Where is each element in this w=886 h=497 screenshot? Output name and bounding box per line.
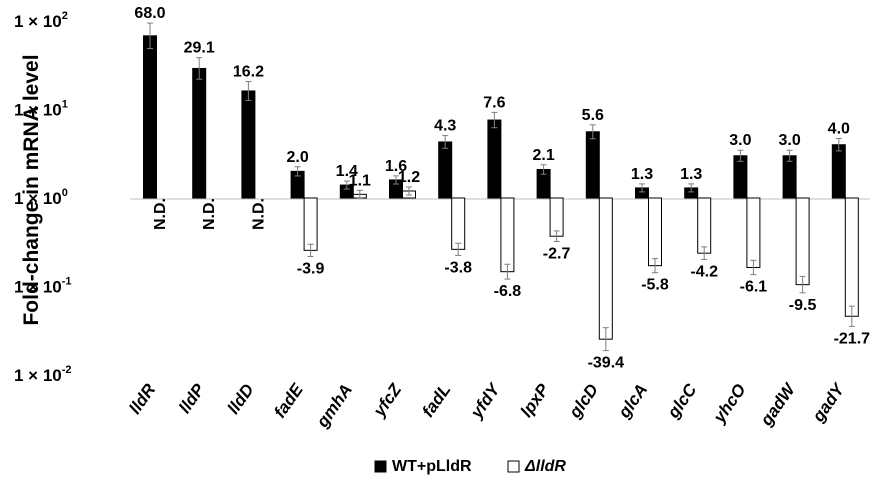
data-label: -6.1 [740,279,768,296]
data-label: -5.8 [641,277,669,294]
data-label: 2.1 [532,147,554,164]
legend: WT+pLldR ΔlldR [374,458,566,475]
legend-label-dlldr: ΔlldR [524,458,566,475]
data-label: 1.6 [385,158,407,175]
data-label: 7.6 [483,94,505,111]
bar-dlldr [746,197,761,268]
data-label: 1.4 [336,163,358,180]
category-label: glcD [565,380,602,422]
data-label: 1.2 [398,169,420,186]
category-label: gmhA [312,380,356,431]
data-label: -39.4 [588,355,625,372]
data-label: -21.7 [834,330,871,347]
data-label: -9.5 [789,297,817,314]
data-label: 4.0 [828,121,850,138]
category-label: fadE [270,380,307,422]
category-label: lpxP [517,380,554,421]
bar-dlldr [697,197,712,254]
bar-wt [733,155,748,199]
y-tick-label: 1 × 101 [14,99,68,120]
legend-swatch-wt [374,460,387,473]
bar-wt [438,141,453,199]
data-label: 5.6 [582,107,604,124]
bar-wt [143,35,157,199]
category-label: gadW [756,379,800,430]
data-label: 29.1 [184,40,215,57]
nd-label: N.D. [152,198,169,230]
category-label: yfcZ [369,380,406,421]
legend-label-wt: WT+pLldR [392,458,472,475]
data-label: 68.0 [134,5,165,22]
category-label: yfdY [466,379,504,422]
data-label: -3.8 [444,259,472,276]
bar-dlldr [648,197,662,267]
data-label: -6.8 [494,283,522,300]
data-label: 1.3 [631,166,653,183]
data-label: 16.2 [233,64,264,81]
category-label: fadL [418,380,454,420]
bar-wt [585,131,600,199]
data-label: 2.0 [286,149,308,166]
nd-label: N.D. [201,198,218,230]
data-label: -2.7 [543,246,571,263]
y-tick-label: 1 × 102 [14,10,68,31]
y-axis-ticks: 1 × 102 1 × 101 1 × 100 1 × 10-1 1 × 10-2 [14,10,72,385]
bar-wt [241,90,256,199]
data-label: 3.0 [778,132,800,149]
bars-group: 68.0 N.D. 29.1 N.D. 16.2 N.D. 2.0 -3.9 1.41.1 1.6… [134,5,870,372]
bar-dlldr [451,197,466,250]
y-tick-label: 1 × 10-1 [14,276,72,297]
bar-dlldr [795,197,810,286]
category-label: yhcO [709,380,750,427]
legend-swatch-dlldr [507,460,520,473]
bar-wt [487,119,502,199]
data-label: -3.9 [297,261,325,278]
category-labels: lldR lldP lldD fadE gmhA yfcZ fadL yfdY lpxP glcD… [125,379,849,432]
bar-dlldr [598,197,613,340]
category-label: lldP [175,380,209,417]
bar-dlldr [303,197,318,251]
category-label: glcC [663,380,701,422]
data-label: 3.0 [729,132,751,149]
data-label: 1.3 [680,166,702,183]
category-label: lldR [125,380,159,418]
data-label: 4.3 [434,118,456,135]
y-tick-label: 1 × 100 [14,187,68,208]
category-label: gadY [808,379,849,426]
bar-dlldr [500,197,515,273]
y-tick-label: 1 × 10-2 [14,364,72,385]
category-label: lldD [224,380,258,417]
bar-wt [782,155,797,199]
nd-label: N.D. [250,198,267,230]
y-axis-label: Fold-change in mRNA level [20,54,43,325]
bar-wt [192,67,207,199]
bar-wt [831,144,846,199]
bar-dlldr [844,197,859,317]
category-label: glcA [614,380,651,422]
data-label: 1.1 [349,172,371,189]
data-label: -4.2 [690,263,718,280]
